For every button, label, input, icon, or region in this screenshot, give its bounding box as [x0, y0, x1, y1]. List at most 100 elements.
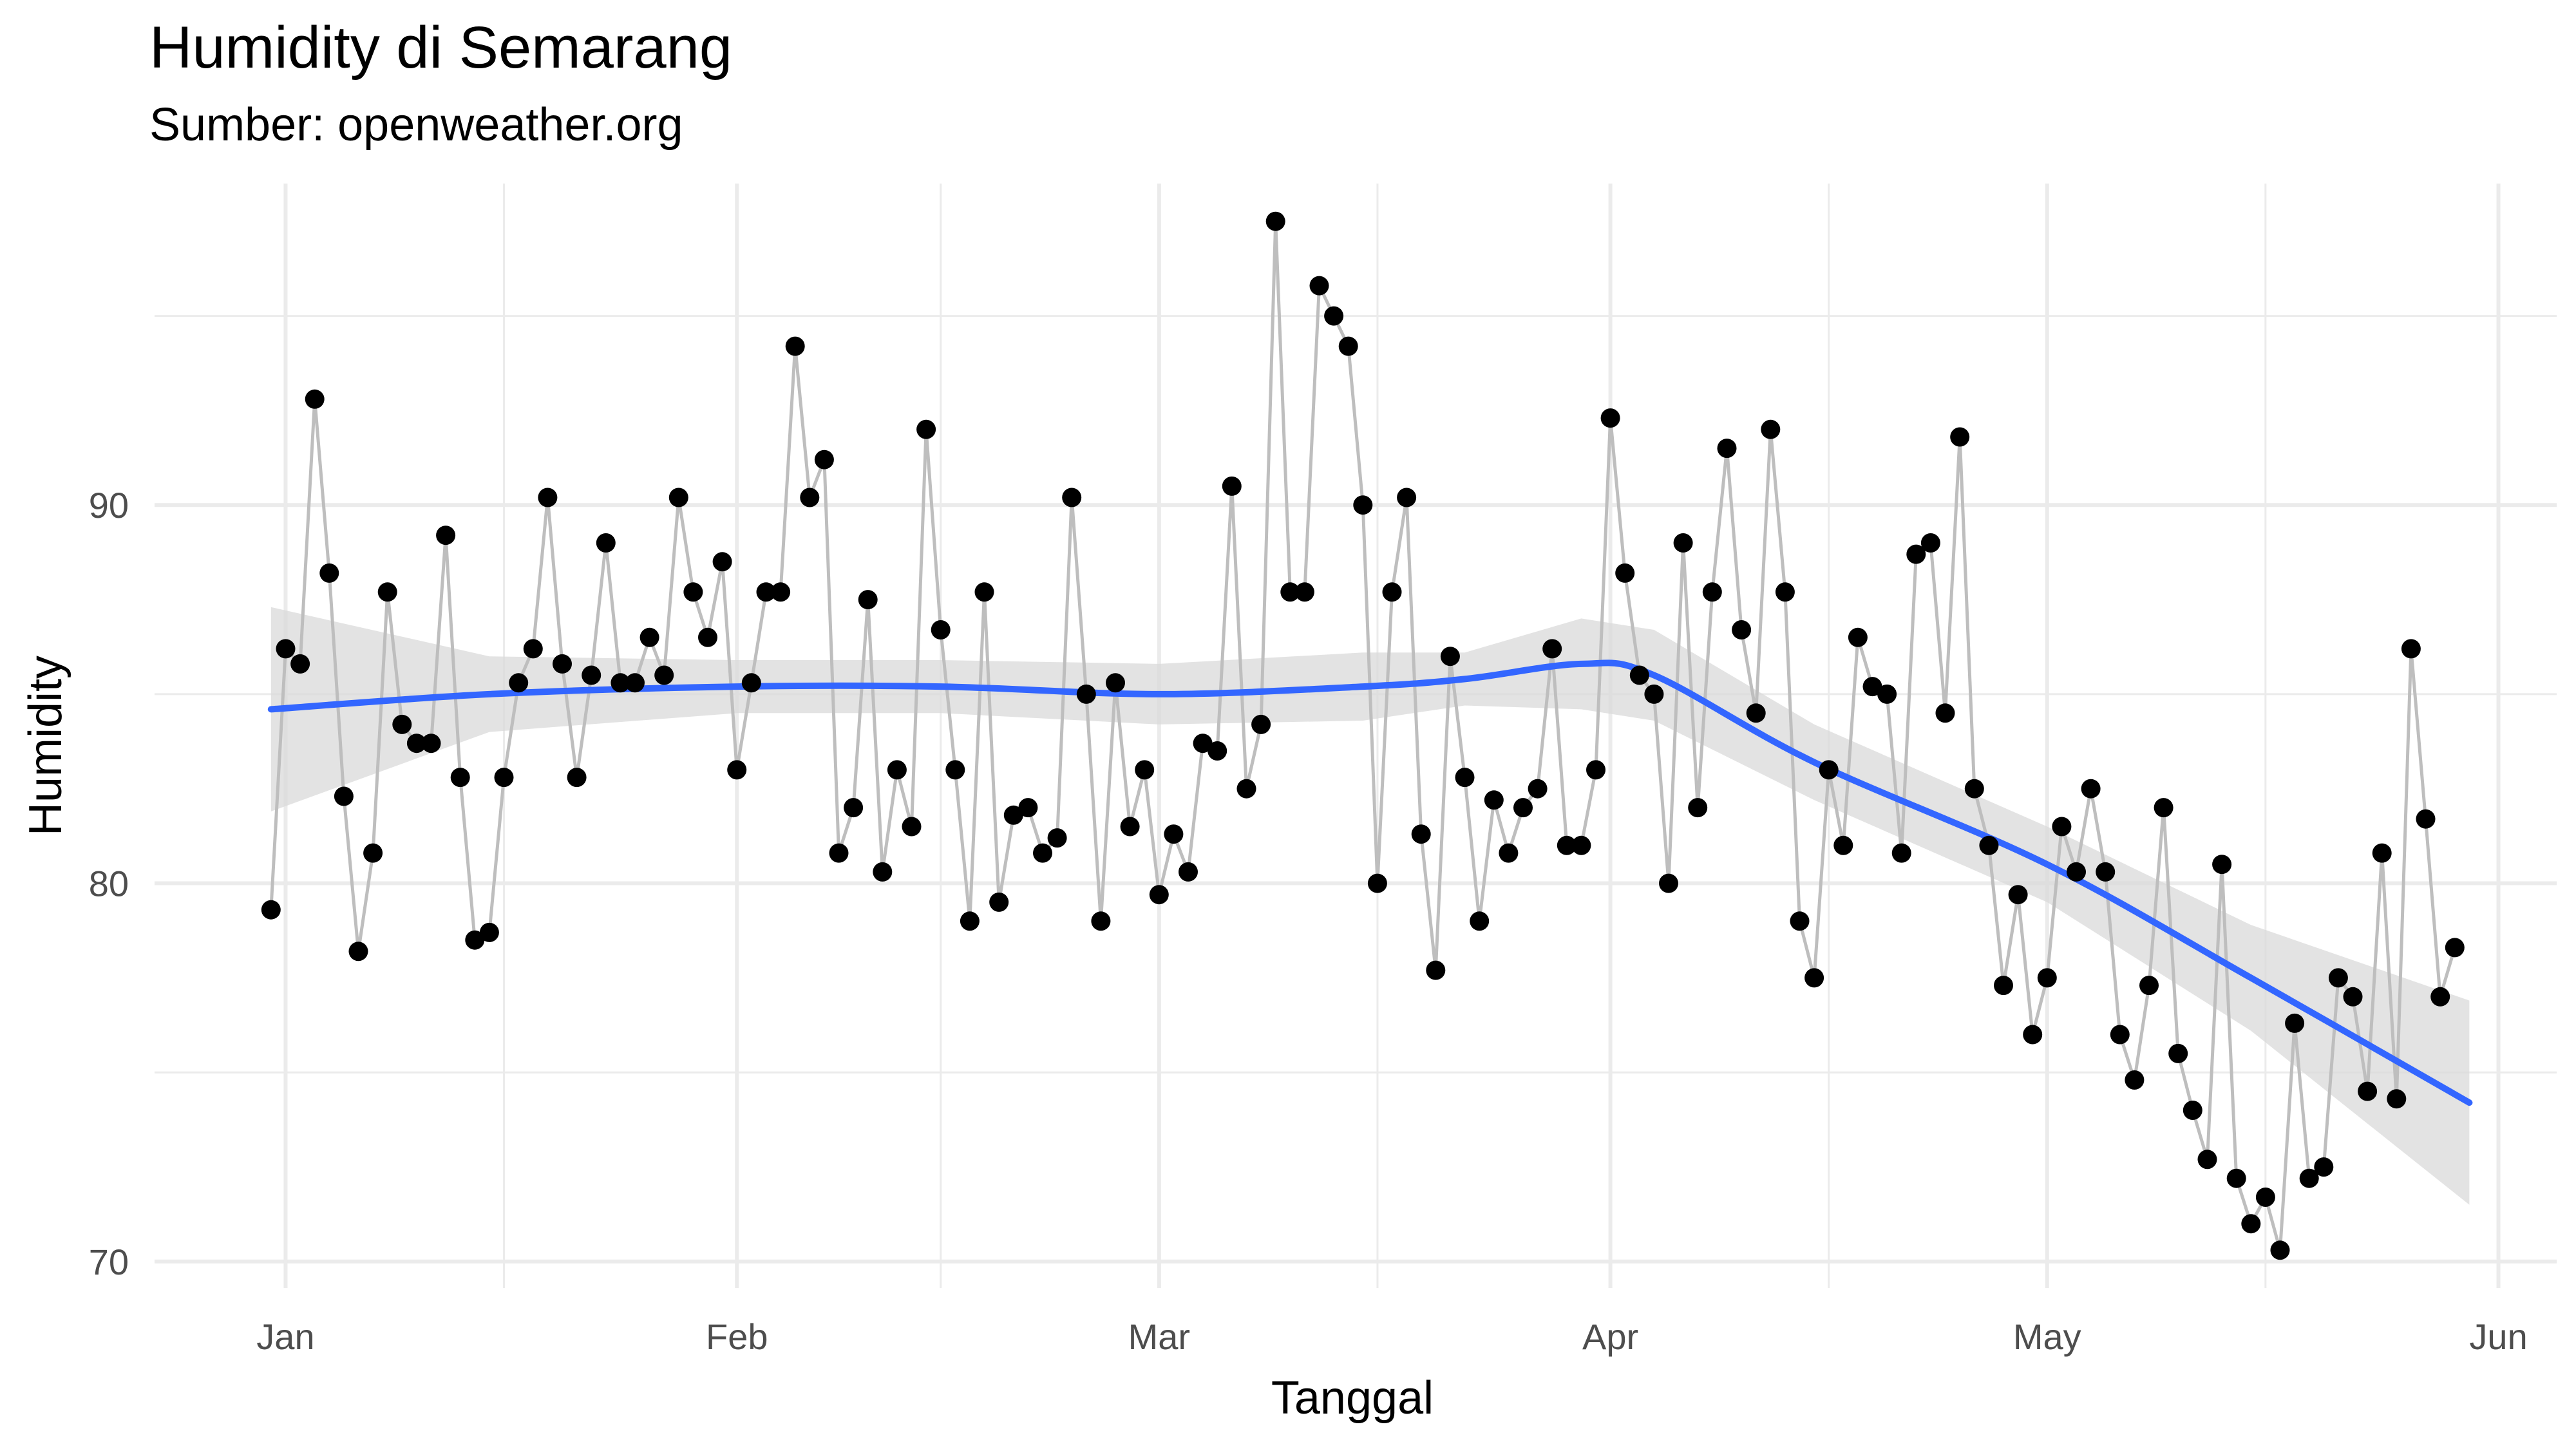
data-point	[639, 627, 659, 647]
data-point	[974, 582, 994, 602]
data-point	[916, 419, 936, 439]
data-point	[1891, 843, 1911, 863]
data-point	[625, 673, 645, 693]
data-point	[421, 734, 441, 753]
data-point	[1819, 760, 1839, 780]
data-point	[1761, 419, 1781, 439]
data-point	[1499, 843, 1519, 863]
data-point	[1688, 798, 1708, 818]
data-point	[538, 488, 558, 507]
data-point	[2081, 779, 2101, 799]
data-point	[2255, 1188, 2275, 1207]
data-point	[465, 930, 485, 950]
data-point	[1571, 835, 1591, 855]
data-point	[406, 734, 426, 753]
x-tick-label: May	[2013, 1316, 2081, 1357]
data-point	[1003, 805, 1023, 825]
data-point	[479, 922, 499, 942]
data-point	[1877, 684, 1897, 704]
data-point	[494, 768, 514, 788]
data-point	[450, 768, 470, 788]
data-point	[436, 526, 456, 545]
data-point	[2270, 1240, 2290, 1260]
data-point	[523, 639, 543, 659]
data-point	[1775, 582, 1795, 602]
data-point	[741, 673, 761, 693]
humidity-line	[269, 220, 2457, 1252]
data-point	[1659, 873, 1678, 893]
data-point	[334, 786, 354, 806]
data-point	[1557, 835, 1577, 855]
smooth-trend-line	[267, 659, 2473, 1106]
data-point	[771, 582, 791, 602]
data-point	[1208, 741, 1227, 761]
data-point	[1265, 211, 1285, 231]
data-point	[1732, 620, 1752, 639]
data-point	[1280, 582, 1300, 602]
data-point	[1644, 684, 1664, 704]
data-point	[2343, 987, 2363, 1007]
data-point	[2445, 938, 2465, 958]
data-point	[1367, 873, 1387, 893]
data-point	[1382, 582, 1402, 602]
data-point	[858, 590, 878, 610]
data-points	[261, 211, 2465, 1260]
x-tick-label: Mar	[1128, 1316, 1190, 1357]
data-point	[1353, 495, 1373, 515]
data-point	[276, 639, 296, 659]
chart-subtitle: Sumber: openweather.org	[149, 99, 683, 151]
data-point	[1862, 677, 1882, 697]
data-point	[1222, 476, 1242, 496]
data-point	[2387, 1089, 2407, 1109]
data-point	[1164, 824, 1184, 844]
data-point	[1979, 835, 1999, 855]
data-point	[1018, 798, 1038, 818]
data-point	[1397, 488, 1417, 507]
data-point	[1600, 408, 1620, 428]
data-point	[1513, 798, 1533, 818]
data-point	[683, 582, 703, 602]
data-point	[1629, 665, 1649, 685]
data-point	[2401, 639, 2421, 659]
data-point	[1426, 960, 1446, 980]
data-point	[2241, 1214, 2261, 1234]
y-tick-label: 80	[89, 864, 129, 904]
data-point	[1848, 627, 1868, 647]
data-point	[2285, 1013, 2305, 1033]
data-point	[800, 488, 820, 507]
data-point	[2110, 1025, 2130, 1045]
data-point	[2372, 843, 2392, 863]
data-point	[1906, 544, 1926, 564]
data-point	[945, 760, 965, 780]
data-point	[553, 654, 572, 674]
data-point	[1324, 306, 1344, 326]
data-point	[1440, 647, 1460, 667]
data-point	[887, 760, 907, 780]
data-point	[2125, 1070, 2145, 1090]
data-point	[1702, 582, 1722, 602]
data-point	[2052, 817, 2072, 837]
data-point	[1746, 703, 1766, 723]
data-point	[363, 843, 383, 863]
data-point	[2008, 885, 2028, 905]
data-point	[1673, 533, 1693, 553]
data-point	[305, 389, 325, 409]
data-point	[2183, 1101, 2202, 1120]
data-point	[785, 336, 805, 356]
data-point	[582, 665, 601, 685]
data-point	[2299, 1168, 2319, 1188]
data-point	[567, 768, 587, 788]
data-point	[392, 714, 412, 734]
data-point	[1455, 768, 1475, 788]
data-point	[596, 533, 616, 553]
data-point	[727, 760, 747, 780]
data-point	[1470, 911, 1490, 931]
data-point	[2023, 1025, 2043, 1045]
data-point	[1106, 673, 1125, 693]
data-point	[2430, 987, 2450, 1007]
x-axis-title: Tanggal	[1271, 1372, 1434, 1424]
x-tick-label: Jan	[256, 1316, 314, 1357]
data-point	[509, 673, 529, 693]
data-point	[2314, 1157, 2334, 1177]
